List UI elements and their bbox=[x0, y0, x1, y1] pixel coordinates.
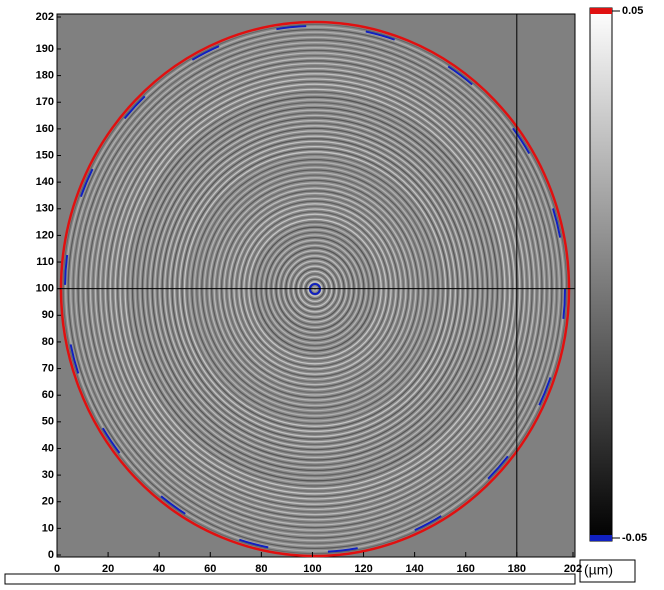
x-tick-label: 160 bbox=[457, 563, 475, 575]
chart: (µm) 0 20 40 60 80 100 120 140 160 180 202 0 10 20 30 4… bbox=[0, 0, 664, 585]
x-tick-label: 80 bbox=[255, 563, 267, 575]
y-tick-label: 120 bbox=[36, 229, 54, 241]
colorbar-high bbox=[590, 8, 612, 14]
y-tick-label: 100 bbox=[36, 283, 54, 295]
y-tick-label: 90 bbox=[42, 309, 54, 321]
x-tick-label: 0 bbox=[54, 563, 60, 575]
y-tick-label: 202 bbox=[36, 11, 54, 23]
y-tick-label: 30 bbox=[42, 469, 54, 481]
y-tick-label: 20 bbox=[42, 496, 54, 508]
y-tick-label: 180 bbox=[36, 70, 54, 82]
colorbar-low bbox=[590, 535, 612, 541]
y-tick-label: 170 bbox=[36, 96, 54, 108]
x-tick-label: 100 bbox=[303, 563, 321, 575]
y-tick-label: 60 bbox=[42, 389, 54, 401]
y-tick-label: 160 bbox=[36, 123, 54, 135]
colorbar bbox=[590, 8, 612, 541]
y-tick-label: 50 bbox=[42, 416, 54, 428]
x-tick-label: 202 bbox=[564, 563, 582, 575]
y-tick-label: 80 bbox=[42, 336, 54, 348]
y-tick-label: 190 bbox=[36, 43, 54, 55]
y-tick-label: 10 bbox=[42, 522, 54, 534]
y-tick-label: 110 bbox=[36, 256, 54, 268]
y-tick-label: 70 bbox=[42, 362, 54, 374]
y-tick-label: 130 bbox=[36, 203, 54, 215]
x-tick-label: 120 bbox=[354, 563, 372, 575]
y-tick-label: 150 bbox=[36, 149, 54, 161]
colorbar-tick-label: 0.05 bbox=[622, 5, 643, 17]
y-tick-label: 40 bbox=[42, 442, 54, 454]
x-tick-label: 180 bbox=[508, 563, 526, 575]
status-bar bbox=[5, 574, 575, 584]
unit-label: (µm) bbox=[584, 562, 613, 578]
colorbar-tick-label: -0.05 bbox=[622, 532, 647, 544]
x-tick-label: 60 bbox=[204, 563, 216, 575]
x-tick-label: 20 bbox=[102, 563, 114, 575]
y-tick-label: 0 bbox=[48, 549, 54, 561]
x-tick-label: 140 bbox=[405, 563, 423, 575]
x-tick-label: 40 bbox=[153, 563, 165, 575]
y-tick-label: 140 bbox=[36, 176, 54, 188]
